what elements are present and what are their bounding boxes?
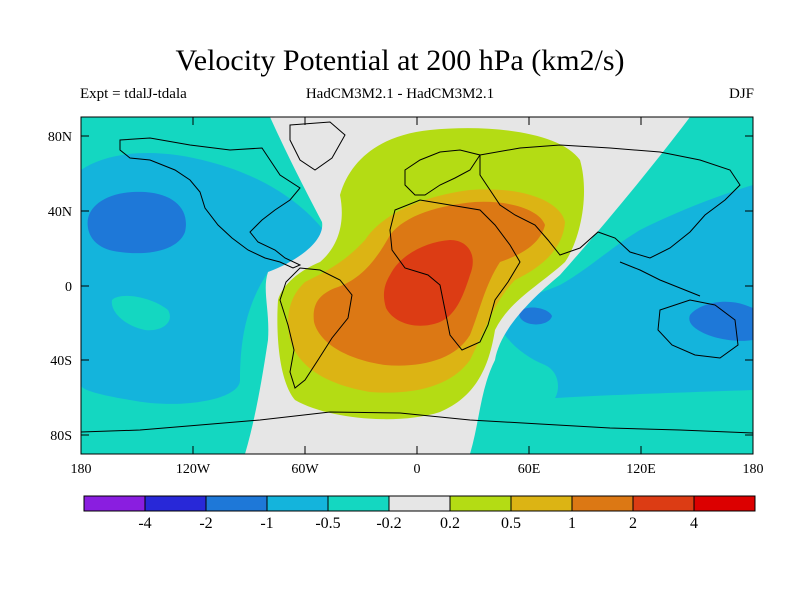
- coast-north-america: [119, 137, 302, 269]
- colorbar-swatch: [693, 495, 756, 512]
- colorbar-swatch: [83, 495, 146, 512]
- lon-label-60w: 60W: [291, 462, 319, 477]
- colorbar-label: 4: [690, 515, 698, 532]
- lat-label-40n: 40N: [48, 205, 72, 220]
- colorbar-label: -2: [199, 515, 212, 532]
- contour-pos-4: [383, 240, 473, 326]
- contour-east-blue-maritime: [689, 301, 753, 341]
- colorbar-swatch: [571, 495, 634, 512]
- contour-west-pacific-patch: [111, 295, 170, 331]
- lat-label-80n: 80N: [48, 130, 72, 145]
- coast-maritime: [619, 261, 701, 297]
- lon-label-120w: 120W: [176, 462, 211, 477]
- coast-asia: [479, 144, 741, 259]
- colorbar-swatch: [144, 495, 207, 512]
- coast-greenland: [289, 121, 346, 171]
- contour-east-light-blue: [495, 185, 753, 398]
- colorbar-label: -1: [260, 515, 273, 532]
- colorbar-swatch: [327, 495, 390, 512]
- lat-label-0: 0: [65, 280, 72, 295]
- colorbar-swatch: [388, 495, 451, 512]
- lon-labels: 180 120W 60W 0 60E 120E 180: [71, 462, 764, 477]
- colorbar-swatch: [510, 495, 573, 512]
- colorbar-swatch: [266, 495, 329, 512]
- coast-europe: [404, 149, 481, 196]
- lon-label-180e: 180: [743, 462, 764, 477]
- lat-labels: 80N 40N 0 40S 80S: [48, 130, 72, 444]
- coastlines: [81, 121, 753, 434]
- lon-ticks: [192, 117, 642, 454]
- colorbar-label: -4: [138, 515, 151, 532]
- lon-label-0: 0: [414, 462, 421, 477]
- colorbar-label: -0.5: [315, 515, 340, 532]
- colorbar-labels: -4 -2 -1 -0.5 -0.2 0.2 0.5 1 2 4: [138, 515, 698, 532]
- lat-ticks: [81, 135, 753, 436]
- lat-label-80s: 80S: [50, 429, 72, 444]
- lat-label-40s: 40S: [50, 354, 72, 369]
- colorbar-swatch: [205, 495, 268, 512]
- season-label: DJF: [728, 86, 754, 102]
- experiment-label: Expt = tdalJ-tdala: [80, 86, 187, 102]
- colorbar-label: 1: [568, 515, 576, 532]
- colorbar-swatch: [632, 495, 695, 512]
- map-title: Velocity Potential at 200 hPa (km2/s): [175, 44, 625, 77]
- colorbar-label: 2: [629, 515, 637, 532]
- colorbar-label: -0.2: [376, 515, 401, 532]
- coast-africa: [389, 199, 521, 351]
- lon-label-120e: 120E: [626, 462, 656, 477]
- coast-antarctica: [81, 411, 753, 434]
- colorbar: [83, 495, 756, 512]
- model-label: HadCM3M2.1 - HadCM3M2.1: [305, 86, 495, 102]
- contour-east-blue-small: [519, 307, 552, 325]
- coast-south-america: [279, 267, 353, 389]
- coast-australia: [657, 299, 739, 359]
- colorbar-swatch: [449, 495, 512, 512]
- contour-field: [81, 117, 753, 454]
- lon-label-60e: 60E: [518, 462, 541, 477]
- colorbar-label: 0.2: [440, 515, 460, 532]
- lon-label-180w: 180: [71, 462, 92, 477]
- colorbar-label: 0.5: [501, 515, 521, 532]
- contour-west-blue: [87, 191, 186, 254]
